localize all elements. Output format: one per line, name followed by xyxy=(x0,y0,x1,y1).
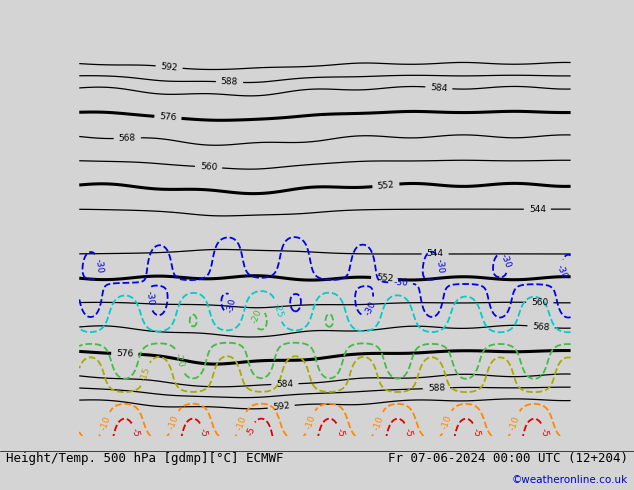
Text: -15: -15 xyxy=(139,366,152,383)
Text: 592: 592 xyxy=(160,62,178,73)
Text: 560: 560 xyxy=(531,298,548,307)
Text: -20: -20 xyxy=(250,308,263,325)
Text: 588: 588 xyxy=(221,77,238,87)
Text: 576: 576 xyxy=(116,349,134,359)
Text: ©weatheronline.co.uk: ©weatheronline.co.uk xyxy=(512,475,628,485)
Text: -10: -10 xyxy=(372,415,385,432)
Text: -5: -5 xyxy=(334,427,346,438)
Text: -20: -20 xyxy=(173,352,186,368)
Text: -5: -5 xyxy=(198,427,209,438)
Text: -30: -30 xyxy=(144,291,155,306)
Text: -5: -5 xyxy=(245,425,257,437)
Text: -5: -5 xyxy=(539,427,550,438)
Text: Fr 07-06-2024 00:00 UTC (12+204): Fr 07-06-2024 00:00 UTC (12+204) xyxy=(387,452,628,465)
Text: -10: -10 xyxy=(304,414,317,431)
Text: -10: -10 xyxy=(441,414,454,431)
Text: 568: 568 xyxy=(532,322,550,332)
Text: -25: -25 xyxy=(272,302,285,318)
Text: -30: -30 xyxy=(94,258,105,273)
Text: 560: 560 xyxy=(200,162,217,172)
Text: -10: -10 xyxy=(235,415,249,432)
Text: 544: 544 xyxy=(529,205,546,214)
Text: -30: -30 xyxy=(435,258,445,273)
Text: 592: 592 xyxy=(272,401,290,412)
Text: -30: -30 xyxy=(499,252,513,269)
Text: 552: 552 xyxy=(377,180,395,191)
Text: 552: 552 xyxy=(376,273,394,284)
Text: -10: -10 xyxy=(508,415,522,431)
Text: -5: -5 xyxy=(129,427,141,438)
Text: 568: 568 xyxy=(119,133,136,143)
Text: 584: 584 xyxy=(276,379,294,389)
Text: 544: 544 xyxy=(427,249,444,259)
Text: 588: 588 xyxy=(427,383,445,393)
Text: Height/Temp. 500 hPa [gdmp][°C] ECMWF: Height/Temp. 500 hPa [gdmp][°C] ECMWF xyxy=(6,452,284,465)
Text: -10: -10 xyxy=(99,415,112,432)
Text: -30: -30 xyxy=(363,300,378,317)
Text: -10: -10 xyxy=(167,414,181,431)
Text: -5: -5 xyxy=(471,427,482,438)
Text: -30: -30 xyxy=(393,278,408,288)
Text: -30: -30 xyxy=(555,263,569,280)
Text: 584: 584 xyxy=(430,83,448,93)
Text: 576: 576 xyxy=(159,112,177,122)
Text: -30: -30 xyxy=(226,296,238,313)
Text: -5: -5 xyxy=(403,427,413,438)
